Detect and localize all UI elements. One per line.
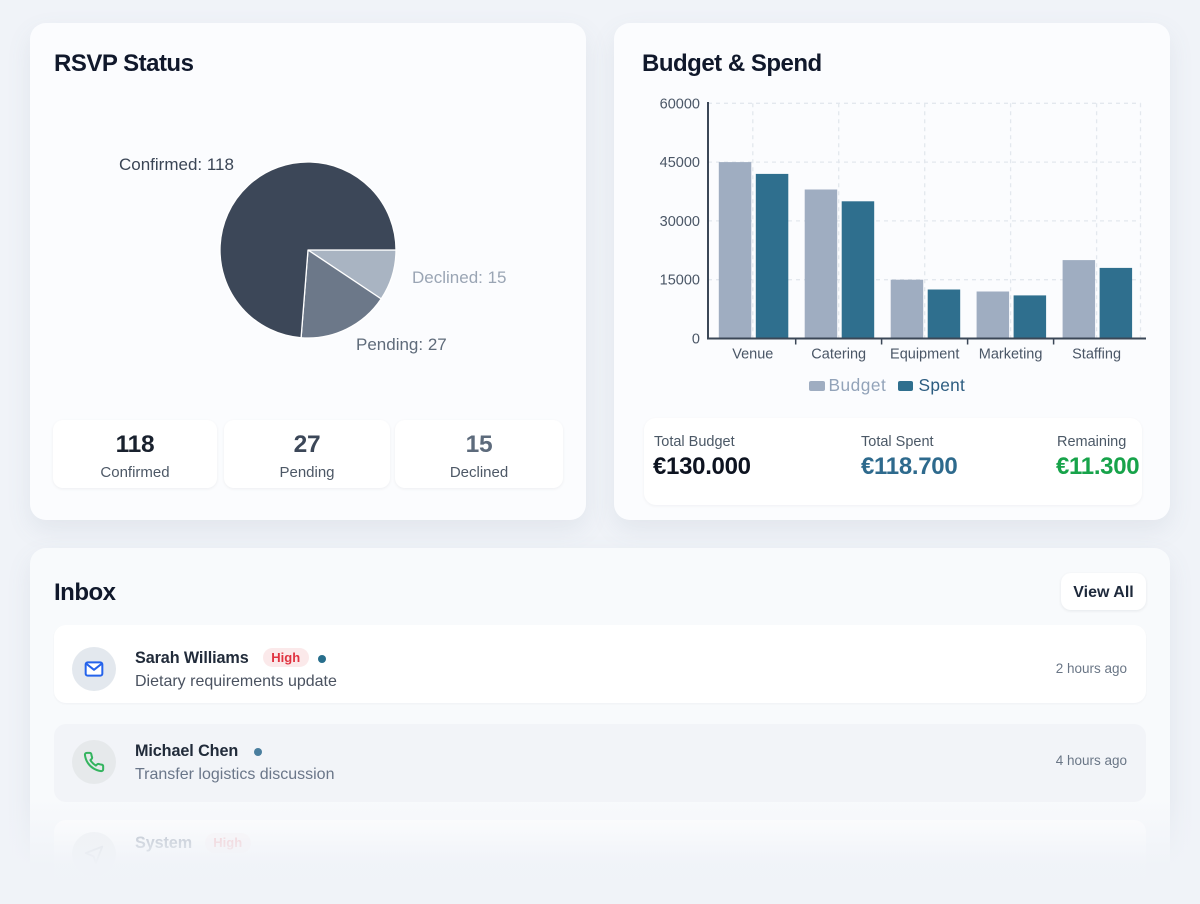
svg-text:Marketing: Marketing — [979, 347, 1043, 363]
svg-text:0: 0 — [692, 332, 700, 348]
svg-text:Equipment: Equipment — [890, 347, 959, 363]
svg-text:60000: 60000 — [660, 96, 700, 112]
svg-text:30000: 30000 — [660, 214, 700, 230]
svg-text:45000: 45000 — [660, 155, 700, 171]
svg-text:15000: 15000 — [660, 273, 700, 289]
svg-text:Venue: Venue — [732, 347, 773, 363]
svg-text:Catering: Catering — [811, 347, 866, 363]
svg-text:Staffing: Staffing — [1072, 347, 1121, 363]
